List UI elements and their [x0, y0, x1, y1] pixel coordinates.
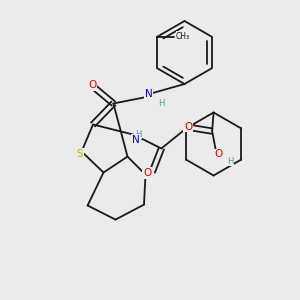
Text: H: H: [227, 157, 233, 166]
Text: CH₃: CH₃: [176, 32, 190, 40]
Text: S: S: [77, 149, 83, 159]
Text: N: N: [132, 135, 140, 145]
Text: H: H: [135, 130, 141, 139]
Text: O: O: [214, 149, 223, 159]
Text: O: O: [88, 80, 97, 90]
Text: O: O: [184, 122, 192, 132]
Text: O: O: [143, 168, 151, 178]
Text: H: H: [158, 99, 164, 108]
Text: N: N: [145, 89, 152, 99]
